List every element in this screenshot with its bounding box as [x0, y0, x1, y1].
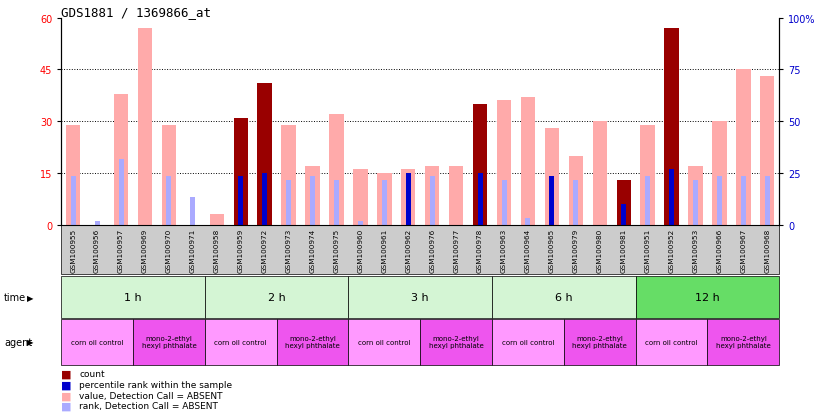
Bar — [377, 173, 392, 225]
Bar — [477, 173, 482, 225]
Bar — [166, 177, 171, 225]
Bar — [526, 218, 530, 225]
Bar — [617, 180, 631, 225]
Bar — [664, 29, 679, 225]
Bar — [574, 180, 579, 225]
Text: mono-2-ethyl
hexyl phthalate: mono-2-ethyl hexyl phthalate — [285, 336, 340, 349]
Bar — [118, 160, 123, 225]
Bar — [406, 180, 410, 225]
Text: 1 h: 1 h — [124, 292, 142, 302]
Text: time: time — [4, 292, 26, 302]
Bar — [282, 125, 295, 225]
Bar — [693, 180, 698, 225]
Text: 6 h: 6 h — [555, 292, 573, 302]
Bar — [669, 170, 674, 225]
Bar — [549, 180, 554, 225]
Bar — [497, 101, 511, 225]
Bar — [741, 177, 746, 225]
Bar — [621, 204, 626, 225]
Bar — [353, 170, 367, 225]
Bar — [382, 180, 387, 225]
Text: mono-2-ethyl
hexyl phthalate: mono-2-ethyl hexyl phthalate — [428, 336, 484, 349]
Text: corn oil control: corn oil control — [215, 339, 267, 345]
Text: ▶: ▶ — [27, 293, 33, 302]
Bar — [258, 104, 272, 225]
Bar — [262, 173, 267, 225]
Text: corn oil control: corn oil control — [358, 339, 410, 345]
Text: rank, Detection Call = ABSENT: rank, Detection Call = ABSENT — [79, 401, 218, 411]
Text: 2 h: 2 h — [268, 292, 286, 302]
Bar — [334, 180, 339, 225]
Bar — [330, 115, 344, 225]
Bar — [689, 166, 703, 225]
Text: ■: ■ — [61, 390, 72, 400]
Bar — [545, 129, 559, 225]
Bar — [473, 104, 487, 225]
Bar — [549, 177, 554, 225]
Bar — [641, 125, 654, 225]
Text: mono-2-ethyl
hexyl phthalate: mono-2-ethyl hexyl phthalate — [572, 336, 628, 349]
Text: corn oil control: corn oil control — [502, 339, 554, 345]
Text: corn oil control: corn oil control — [645, 339, 698, 345]
Text: value, Detection Call = ABSENT: value, Detection Call = ABSENT — [79, 391, 223, 400]
Text: mono-2-ethyl
hexyl phthalate: mono-2-ethyl hexyl phthalate — [716, 336, 771, 349]
Text: 3 h: 3 h — [411, 292, 429, 302]
Text: count: count — [79, 369, 104, 378]
Bar — [310, 177, 315, 225]
Bar — [358, 222, 363, 225]
Bar — [238, 177, 243, 225]
Bar — [521, 98, 535, 225]
Text: corn oil control: corn oil control — [71, 339, 123, 345]
Text: ▶: ▶ — [27, 338, 33, 347]
Bar — [210, 215, 224, 225]
Bar — [502, 180, 507, 225]
Bar — [645, 177, 650, 225]
Bar — [162, 125, 176, 225]
Bar — [406, 173, 410, 225]
Bar — [305, 166, 320, 225]
Bar — [430, 177, 435, 225]
Bar — [66, 125, 80, 225]
Bar — [95, 222, 100, 225]
Text: ■: ■ — [61, 401, 72, 411]
Bar — [449, 166, 463, 225]
Bar — [592, 122, 607, 225]
Bar — [71, 177, 76, 225]
Bar — [765, 177, 769, 225]
Text: percentile rank within the sample: percentile rank within the sample — [79, 380, 233, 389]
Bar — [114, 94, 128, 225]
Bar — [569, 156, 583, 225]
Bar — [425, 166, 439, 225]
Text: agent: agent — [4, 337, 33, 347]
Text: ■: ■ — [61, 369, 72, 379]
Bar — [761, 77, 774, 225]
Bar — [286, 180, 291, 225]
Bar — [401, 170, 415, 225]
Bar — [736, 70, 751, 225]
Bar — [258, 84, 272, 225]
Bar — [717, 177, 722, 225]
Text: 12 h: 12 h — [695, 292, 720, 302]
Text: ■: ■ — [61, 380, 72, 389]
Text: mono-2-ethyl
hexyl phthalate: mono-2-ethyl hexyl phthalate — [141, 336, 197, 349]
Bar — [712, 122, 726, 225]
Bar — [190, 197, 195, 225]
Bar — [233, 119, 248, 225]
Text: GDS1881 / 1369866_at: GDS1881 / 1369866_at — [61, 6, 211, 19]
Bar — [138, 29, 152, 225]
